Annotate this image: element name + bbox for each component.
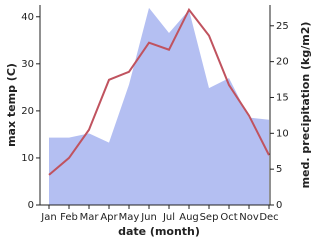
x-tick-label: Sep xyxy=(200,212,219,223)
y-tick-label: 30 xyxy=(21,59,34,70)
temp-line xyxy=(48,7,270,176)
x-axis-label: date (month) xyxy=(118,225,200,238)
y2-tick-label: 0 xyxy=(276,200,282,211)
y2-axis-label: med. precipitation (kg/m2) xyxy=(299,22,312,189)
x-tick-label: May xyxy=(119,212,140,223)
x-tick-label: Aug xyxy=(179,212,199,223)
y2-tick-label: 20 xyxy=(276,57,289,68)
x-tick-label: Apr xyxy=(100,212,118,223)
y-tick-label: 0 xyxy=(28,200,34,211)
x-tick-label: Feb xyxy=(60,212,78,223)
x-tick-label: Jul xyxy=(162,212,175,223)
x-tick-label: Jun xyxy=(140,212,157,223)
chart: max temp (C) med. precipitation (kg/m2) … xyxy=(5,5,312,238)
y-axis-label: max temp (C) xyxy=(5,63,18,147)
precipitation-area xyxy=(49,7,269,205)
y-tick-label: 40 xyxy=(21,12,34,23)
x-tick-label: Oct xyxy=(220,212,237,223)
x-tick-label: Jan xyxy=(40,212,56,223)
x-tick-label: Nov xyxy=(239,212,259,223)
x-tick-label: Mar xyxy=(80,212,100,223)
y2-tick-label: 10 xyxy=(276,128,289,139)
y2-tick-label: 15 xyxy=(276,92,289,103)
y-tick-label: 10 xyxy=(21,153,34,164)
y2-tick-label: 25 xyxy=(276,21,289,32)
y2-tick-label: 5 xyxy=(276,164,282,175)
y-tick-label: 20 xyxy=(21,106,34,117)
x-tick-label: Dec xyxy=(259,212,278,223)
